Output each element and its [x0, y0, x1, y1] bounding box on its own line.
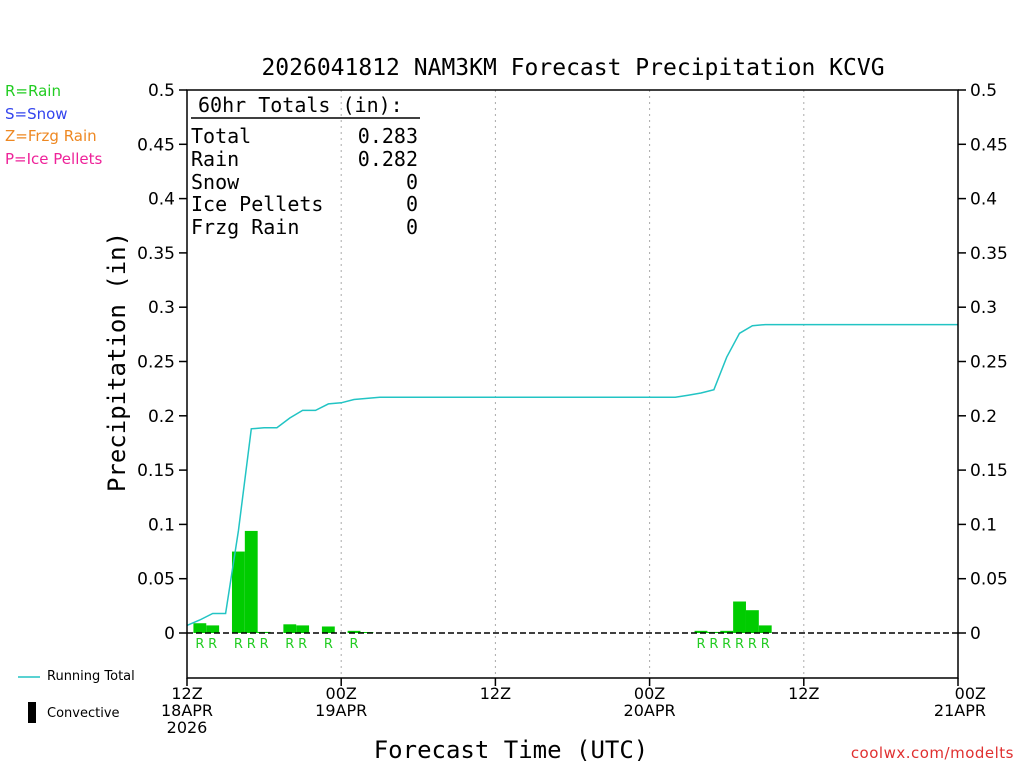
ptype-legend: R=Rain S=Snow Z=Frzg Rain P=Ice Pellets	[5, 80, 102, 170]
y-tick-label-left: 0.35	[137, 244, 175, 264]
y-tick-label-left: 0.15	[137, 461, 175, 481]
running-total-legend-label: Running Total	[47, 669, 135, 684]
y-tick-label-right: 0.3	[970, 298, 997, 318]
x-tick-label: 19APR	[315, 701, 367, 720]
y-tick-label-right: 0.35	[970, 244, 1008, 264]
ptype-legend-snow: S=Snow	[5, 104, 68, 123]
running-total-line	[186, 323, 958, 627]
x-tick-label: 12Z	[788, 684, 819, 703]
y-tick-label-right: 0.45	[970, 135, 1008, 155]
plot-frame	[186, 89, 959, 679]
credit-link[interactable]: coolwx.com/modelts	[850, 744, 1014, 762]
y-tick-label-right: 0.2	[970, 407, 997, 427]
precip-bar	[193, 623, 207, 633]
precip-bars	[193, 530, 772, 633]
y-tick-label-left: 0.45	[137, 135, 175, 155]
y-tick-label-left: 0.1	[148, 515, 175, 535]
x-tick-label: 00Z	[955, 684, 986, 703]
gridlines	[340, 90, 805, 678]
ptype-legend-frzg-rain: Z=Frzg Rain	[5, 127, 97, 145]
chart-title: 2026041812 NAM3KM Forecast Precipitation…	[261, 55, 884, 81]
ptype-label: R	[298, 637, 307, 652]
ptype-label: R	[208, 637, 217, 652]
totals-box: 60hr Totals (in): Total 0.283 Rain 0.282…	[191, 93, 420, 239]
ptype-label: R	[260, 637, 269, 652]
totals-value-rain: 0.282	[358, 147, 418, 171]
x-tick-label: 12Z	[480, 684, 511, 703]
x-tick-label: 20APR	[624, 701, 676, 720]
ptype-label: R	[285, 637, 294, 652]
ptype-label: R	[324, 637, 333, 652]
totals-label-total: Total	[191, 124, 251, 148]
precip-bar	[758, 625, 772, 633]
running-total-polyline	[186, 323, 958, 627]
convective-legend-label: Convective	[47, 706, 120, 721]
totals-header: 60hr Totals (in):	[198, 93, 403, 117]
ptype-label: R	[735, 637, 744, 652]
ptype-legend-ice-pellets: P=Ice Pellets	[5, 149, 103, 168]
ptype-label: R	[696, 637, 705, 652]
ptype-label: R	[234, 637, 243, 652]
y-tick-label-left: 0.5	[148, 81, 175, 101]
x-tick-label: 18APR	[161, 701, 213, 720]
totals-value-frzg-rain: 0	[406, 215, 418, 239]
precip-bar	[321, 626, 335, 633]
precip-bar	[745, 610, 759, 633]
precip-bar	[733, 601, 746, 633]
y-tick-label-left: 0.3	[148, 298, 175, 318]
ptype-legend-rain: R=Rain	[5, 82, 61, 100]
precip-bar	[206, 625, 220, 633]
totals-value-total: 0.283	[358, 124, 418, 148]
precip-bar	[296, 625, 310, 633]
y-tick-label-right: 0.25	[970, 353, 1008, 373]
ptype-label: R	[195, 637, 204, 652]
y-tick-label-left: 0.2	[148, 407, 175, 427]
precip-bar	[694, 630, 708, 633]
y-tick-label-right: 0.1	[970, 515, 997, 535]
precip-bar	[231, 551, 245, 633]
precip-bar	[283, 624, 297, 633]
y-tick-label-right: 0.5	[970, 81, 997, 101]
y-tick-label-right: 0	[970, 624, 981, 644]
totals-label-frzg-rain: Frzg Rain	[191, 215, 299, 239]
ptype-label: R	[350, 637, 359, 652]
x-axis-label: Forecast Time (UTC)	[374, 736, 649, 764]
ptype-label: R	[761, 637, 770, 652]
x-tick-label: 21APR	[934, 701, 986, 720]
precip-bar	[720, 630, 734, 633]
axes: 0 00.05 0.050.1 0.10.15 0.150.2 0.20.25 0.250.…	[137, 81, 1008, 737]
y-tick-label-left: 0.05	[137, 570, 175, 590]
x-tick-label: 00Z	[326, 684, 357, 703]
x-tick-label: 00Z	[634, 684, 665, 703]
y-tick-label-left: 0	[164, 624, 175, 644]
precip-bar	[347, 630, 361, 633]
totals-label-ice-pellets: Ice Pellets	[191, 192, 323, 216]
y-tick-label-left: 0.4	[148, 190, 175, 210]
totals-value-snow: 0	[406, 170, 418, 194]
y-tick-label-right: 0.4	[970, 190, 997, 210]
y-tick-label-left: 0.25	[137, 353, 175, 373]
totals-label-rain: Rain	[191, 147, 239, 171]
precip-bar	[360, 632, 374, 633]
y-tick-label-right: 0.15	[970, 461, 1008, 481]
y-tick-label-right: 0.05	[970, 570, 1008, 590]
x-tick-label: 12Z	[171, 684, 202, 703]
ptype-label: R	[722, 637, 731, 652]
y-axis-label: Precipitation (in)	[103, 232, 131, 492]
convective-legend-swatch	[28, 702, 36, 723]
totals-value-ice-pellets: 0	[406, 192, 418, 216]
x-tick-label: 2026	[167, 718, 208, 737]
ptype-label: R	[748, 637, 757, 652]
ptype-label: R	[709, 637, 718, 652]
precip-bar	[244, 530, 258, 633]
ptype-label: R	[247, 637, 256, 652]
totals-label-snow: Snow	[191, 170, 240, 194]
